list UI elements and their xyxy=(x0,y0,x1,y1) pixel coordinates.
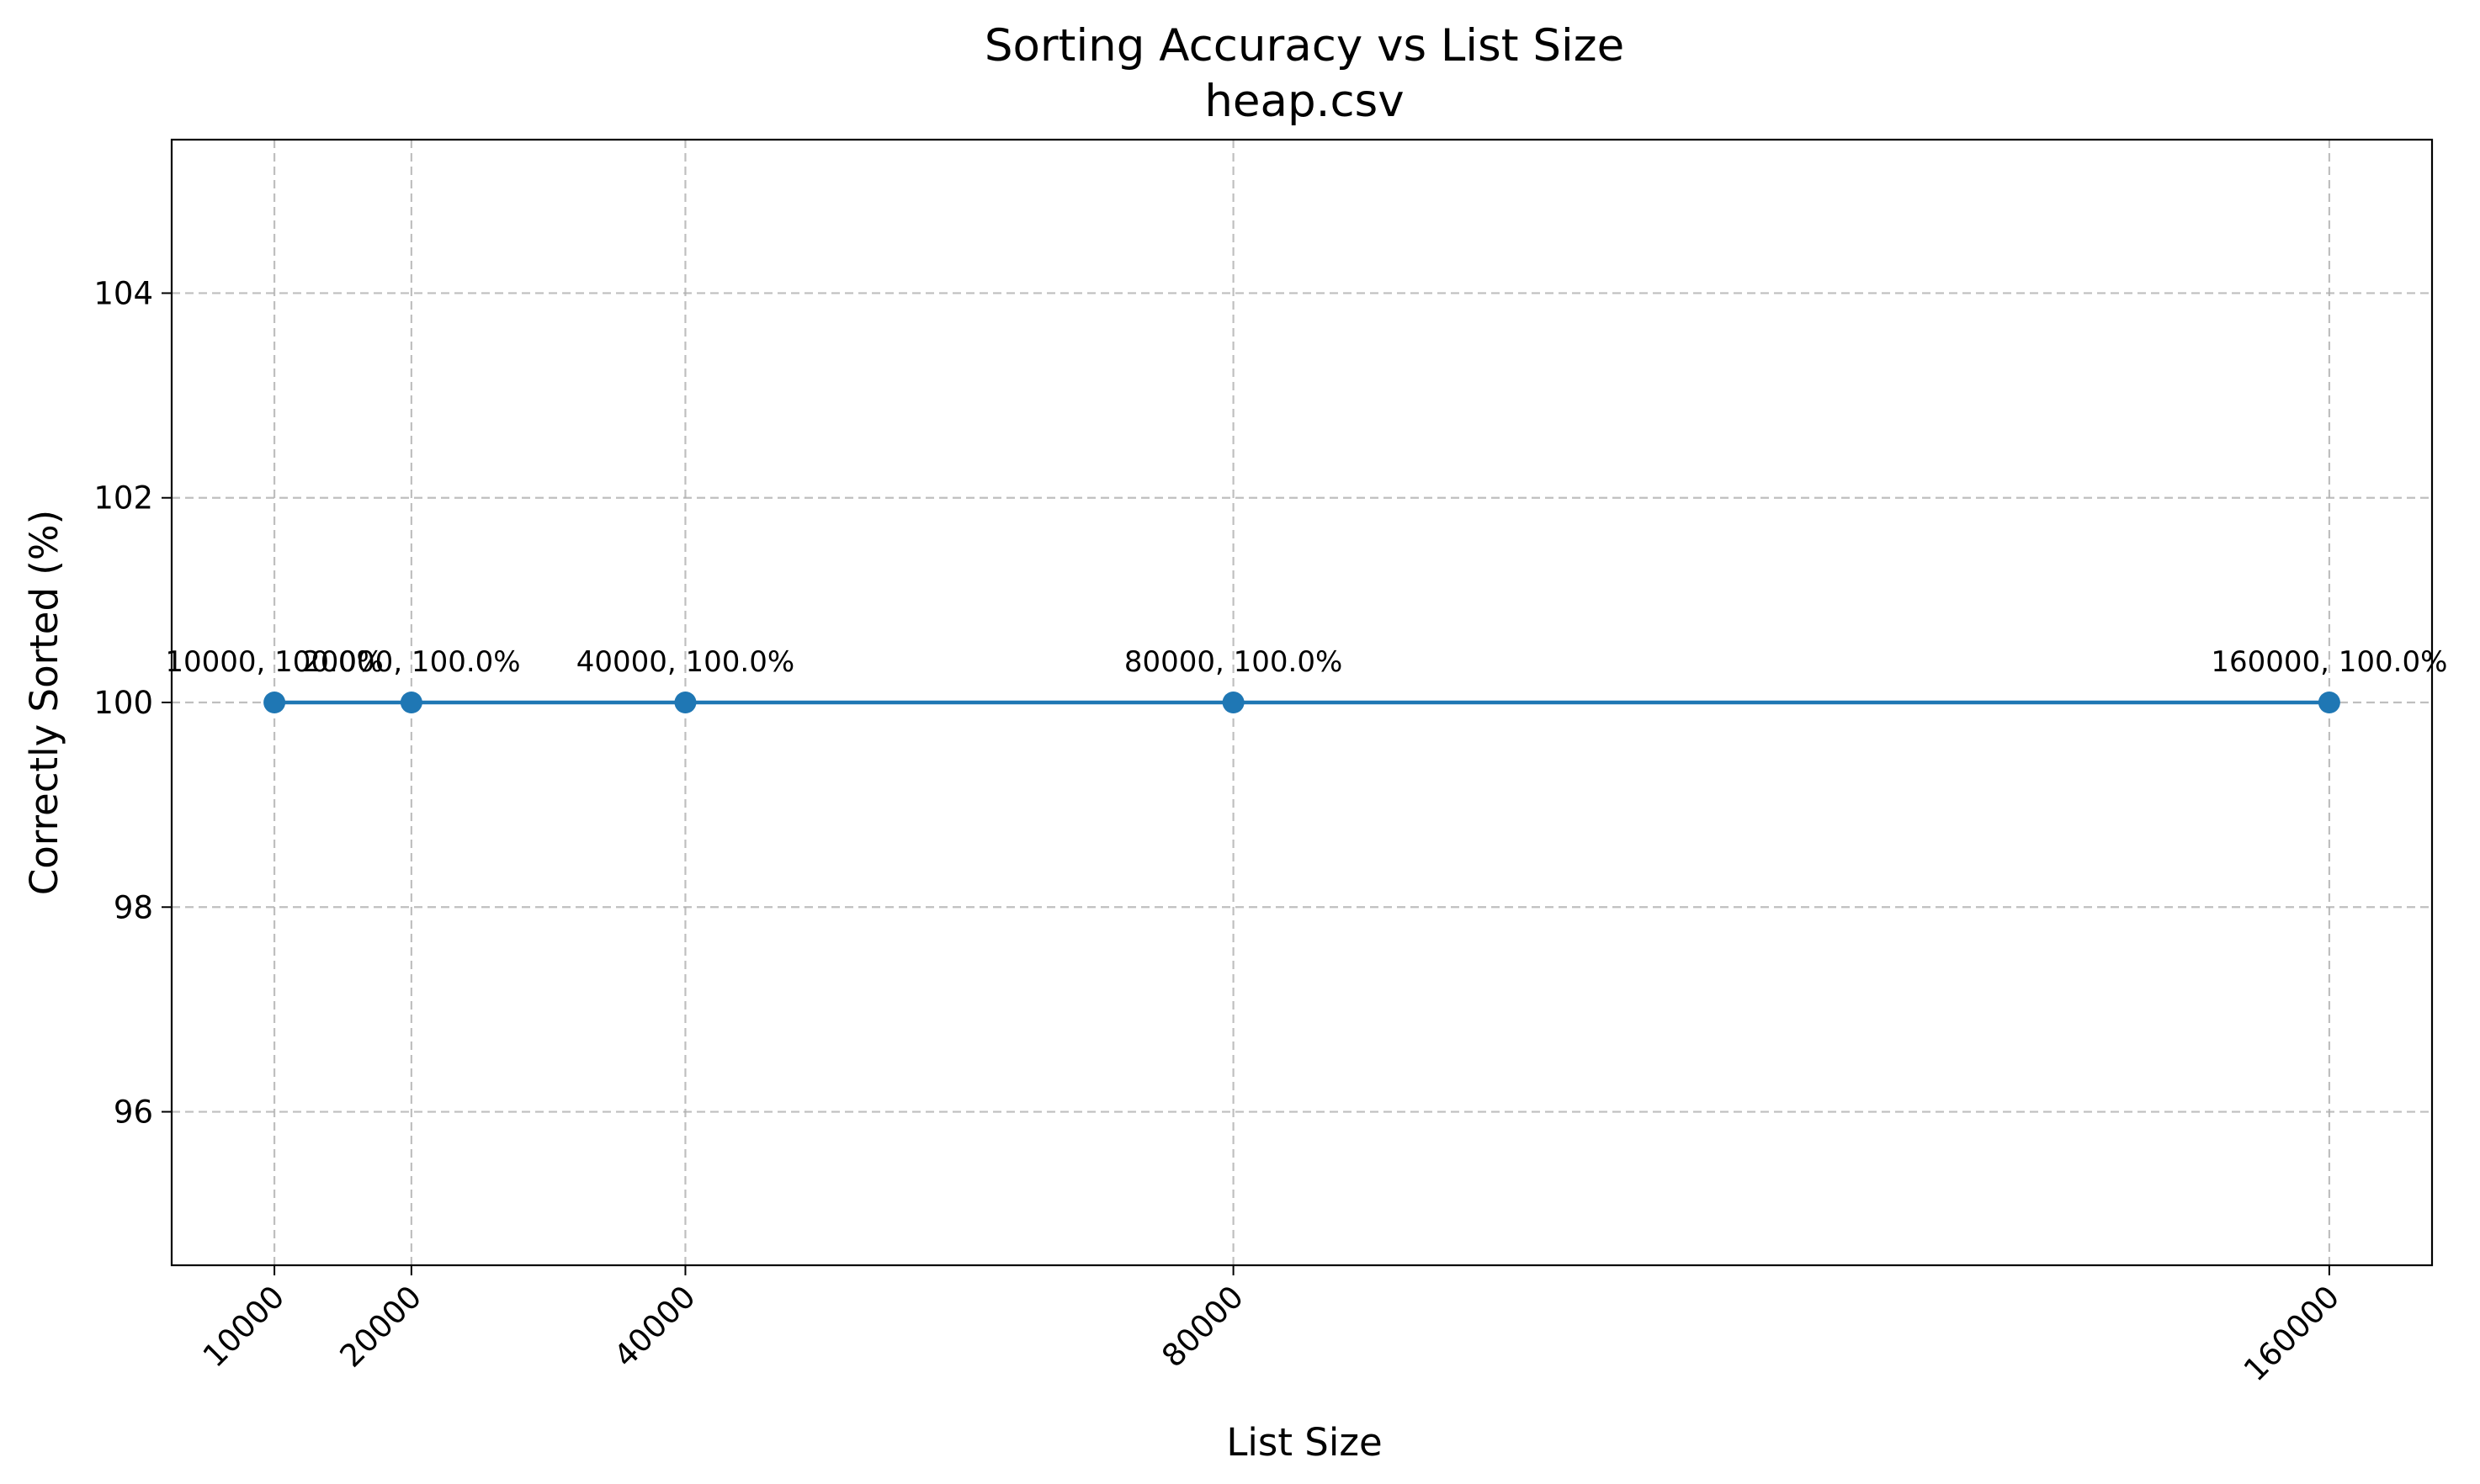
y-tick-label: 96 xyxy=(114,1094,153,1131)
data-label: 10000, 100.0% xyxy=(165,645,383,679)
chart-subtitle: heap.csv xyxy=(1204,76,1404,127)
data-label: 160000, 100.0% xyxy=(2211,645,2447,679)
data-point xyxy=(263,692,286,713)
chart-title: Sorting Accuracy vs List Size xyxy=(985,20,1624,72)
y-tick-label: 100 xyxy=(93,685,153,721)
data-point xyxy=(2318,692,2340,713)
y-tick-label: 102 xyxy=(93,480,153,517)
plot-frame xyxy=(170,138,2434,1267)
data-labels: 10000, 100.0%20000, 100.0% 40000, 100.0% 8… xyxy=(165,645,2447,679)
series xyxy=(263,692,2340,713)
data-label: 20000, 100.0% xyxy=(302,645,520,679)
data-label: 80000, 100.0% xyxy=(1124,645,1342,679)
y-tick-label: 98 xyxy=(114,889,153,925)
y-tick-label: 104 xyxy=(93,275,153,311)
x-axis-label: List Size xyxy=(1226,1420,1382,1465)
data-point xyxy=(400,692,422,713)
data-point xyxy=(674,692,697,713)
y-axis-label: Correctly Sorted (%) xyxy=(22,510,66,895)
data-point xyxy=(1222,692,1245,713)
data-label: 40000, 100.0% xyxy=(576,645,794,679)
